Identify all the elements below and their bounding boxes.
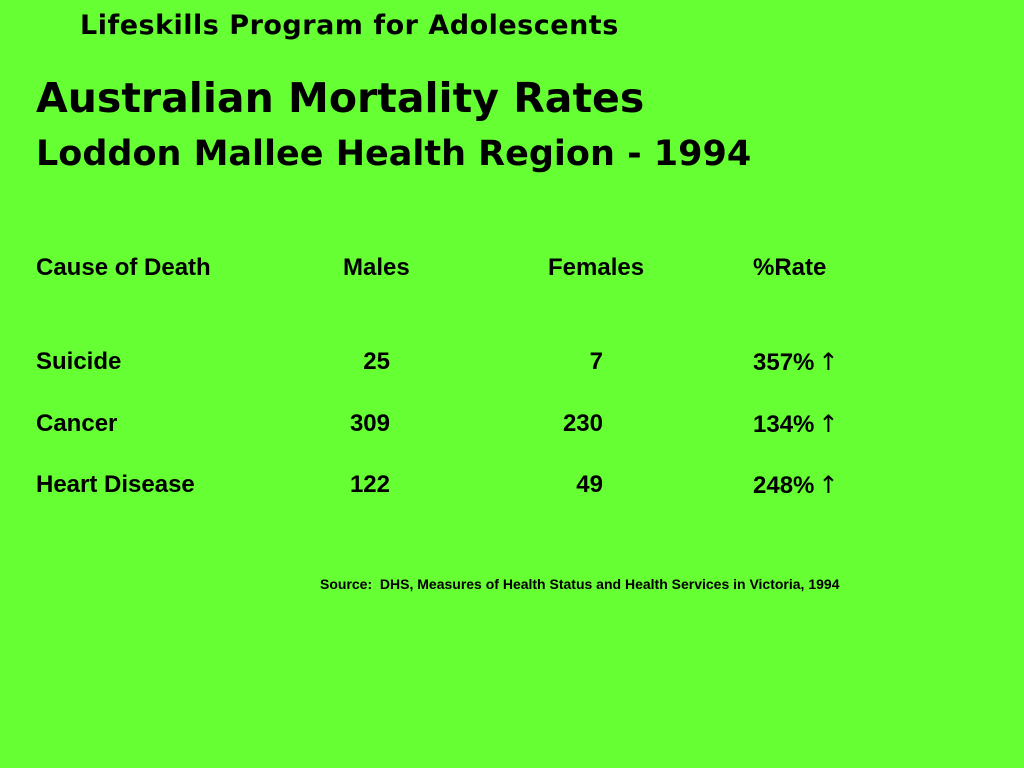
- column-header-females: Females: [548, 254, 645, 281]
- table-row-females: 230: [562, 410, 603, 437]
- column-header-cause: Cause of Death: [36, 254, 211, 281]
- source-citation: Source: DHS, Measures of Health Status a…: [320, 576, 840, 592]
- table-row-rate: 357% ↑: [753, 348, 839, 377]
- up-arrow-icon: ↑: [818, 348, 839, 376]
- table-row-females: 7: [589, 348, 603, 375]
- page-title: Australian Mortality Rates: [36, 74, 645, 122]
- rate-value: 248%: [753, 472, 815, 499]
- column-header-rate: %Rate: [753, 254, 827, 281]
- table-row-males: 309: [349, 410, 390, 437]
- table-row-rate: 248% ↑: [753, 471, 839, 500]
- page-subtitle: Loddon Mallee Health Region - 1994: [36, 134, 752, 174]
- table-row-cause: Heart Disease: [36, 471, 195, 498]
- table-row-cause: Cancer: [36, 410, 118, 437]
- rate-value: 134%: [753, 411, 815, 438]
- up-arrow-icon: ↑: [818, 410, 839, 438]
- program-title: Lifeskills Program for Adolescents: [80, 10, 619, 41]
- table-row-rate: 134% ↑: [753, 410, 839, 439]
- rate-value: 357%: [753, 349, 815, 376]
- column-header-males: Males: [343, 254, 410, 281]
- table-row-males: 122: [349, 471, 390, 498]
- table-row-cause: Suicide: [36, 348, 122, 375]
- up-arrow-icon: ↑: [818, 471, 839, 499]
- table-row-males: 25: [363, 348, 390, 375]
- table-row-females: 49: [576, 471, 603, 498]
